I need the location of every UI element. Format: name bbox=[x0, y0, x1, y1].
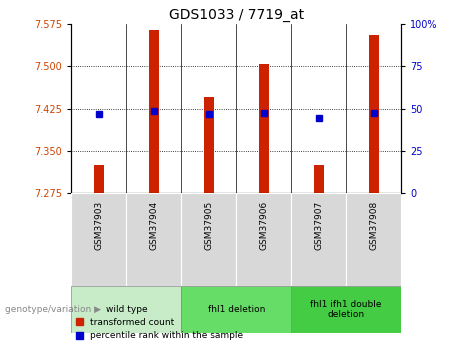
Title: GDS1033 / 7719_at: GDS1033 / 7719_at bbox=[169, 8, 304, 22]
Bar bbox=[181, 286, 291, 333]
Text: wild type: wild type bbox=[106, 305, 147, 314]
Bar bbox=[204, 97, 214, 193]
Text: GSM37907: GSM37907 bbox=[314, 201, 323, 250]
Bar bbox=[369, 36, 378, 193]
Bar bbox=[94, 165, 104, 193]
Text: fhl1 ifh1 double
deletion: fhl1 ifh1 double deletion bbox=[310, 300, 382, 319]
Bar bbox=[126, 193, 181, 286]
Text: GSM37904: GSM37904 bbox=[149, 201, 159, 250]
Text: genotype/variation ▶: genotype/variation ▶ bbox=[5, 305, 100, 314]
Text: fhl1 deletion: fhl1 deletion bbox=[207, 305, 265, 314]
Legend: transformed count, percentile rank within the sample: transformed count, percentile rank withi… bbox=[76, 318, 243, 341]
Bar bbox=[291, 286, 401, 333]
Bar bbox=[291, 193, 346, 286]
Bar bbox=[346, 193, 401, 286]
Bar bbox=[314, 165, 324, 193]
Bar bbox=[236, 193, 291, 286]
Bar bbox=[71, 286, 181, 333]
Bar bbox=[259, 63, 269, 193]
Bar bbox=[71, 193, 126, 286]
Bar bbox=[181, 193, 236, 286]
Text: GSM37903: GSM37903 bbox=[95, 201, 103, 250]
Bar bbox=[149, 30, 159, 193]
Text: GSM37905: GSM37905 bbox=[204, 201, 213, 250]
Text: GSM37906: GSM37906 bbox=[259, 201, 268, 250]
Text: GSM37908: GSM37908 bbox=[369, 201, 378, 250]
